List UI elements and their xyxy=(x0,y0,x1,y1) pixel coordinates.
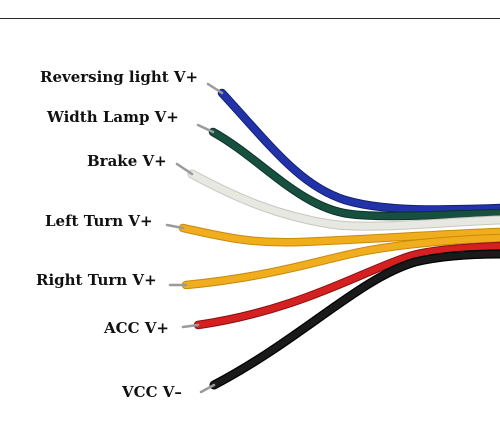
vcc-wire-tip xyxy=(199,383,216,394)
reversing-light-wire-tip xyxy=(206,82,224,95)
brake-wire xyxy=(175,162,500,231)
left-turn-wire xyxy=(165,223,500,247)
right-turn-wire xyxy=(168,233,500,290)
vcc-wire xyxy=(199,249,500,394)
brake-wire-tip xyxy=(175,162,194,176)
top-divider xyxy=(0,18,500,19)
brake-label: Brake V+ xyxy=(87,152,167,170)
acc-wire-tip xyxy=(181,323,200,329)
right-turn-label: Right Turn V+ xyxy=(36,271,157,289)
acc-label: ACC V+ xyxy=(104,319,169,337)
acc-wire xyxy=(181,241,500,330)
width-lamp-label: Width Lamp V+ xyxy=(47,108,179,126)
left-turn-wire-tip xyxy=(165,223,185,230)
width-lamp-wire-tip xyxy=(196,123,215,134)
left-turn-label: Left Turn V+ xyxy=(45,212,153,230)
vcc-label: VCC V– xyxy=(122,383,182,401)
reversing-light-label: Reversing light V+ xyxy=(40,68,199,86)
width-lamp-wire xyxy=(196,123,500,221)
reversing-light-wire xyxy=(206,82,500,214)
